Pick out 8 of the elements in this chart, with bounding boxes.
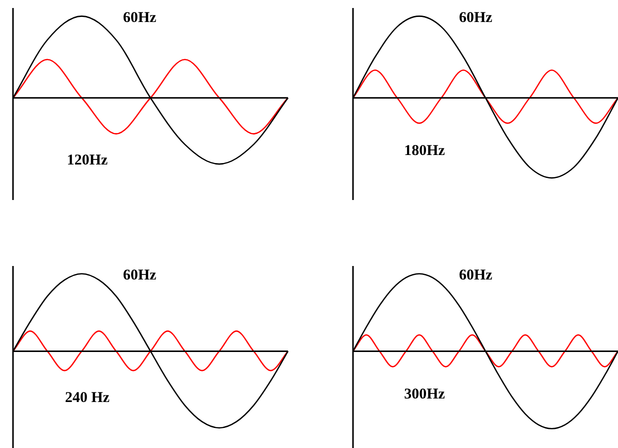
series-label: 240 Hz xyxy=(64,390,110,406)
series-label: 60Hz xyxy=(123,268,157,284)
series-label: 60Hz xyxy=(459,10,493,26)
series-label: 60Hz xyxy=(123,10,157,26)
series-label: 300Hz xyxy=(404,386,446,403)
series-label: 180Hz xyxy=(404,142,446,159)
series-label: 120Hz xyxy=(66,152,108,168)
series-label: 60Hz xyxy=(459,268,493,284)
